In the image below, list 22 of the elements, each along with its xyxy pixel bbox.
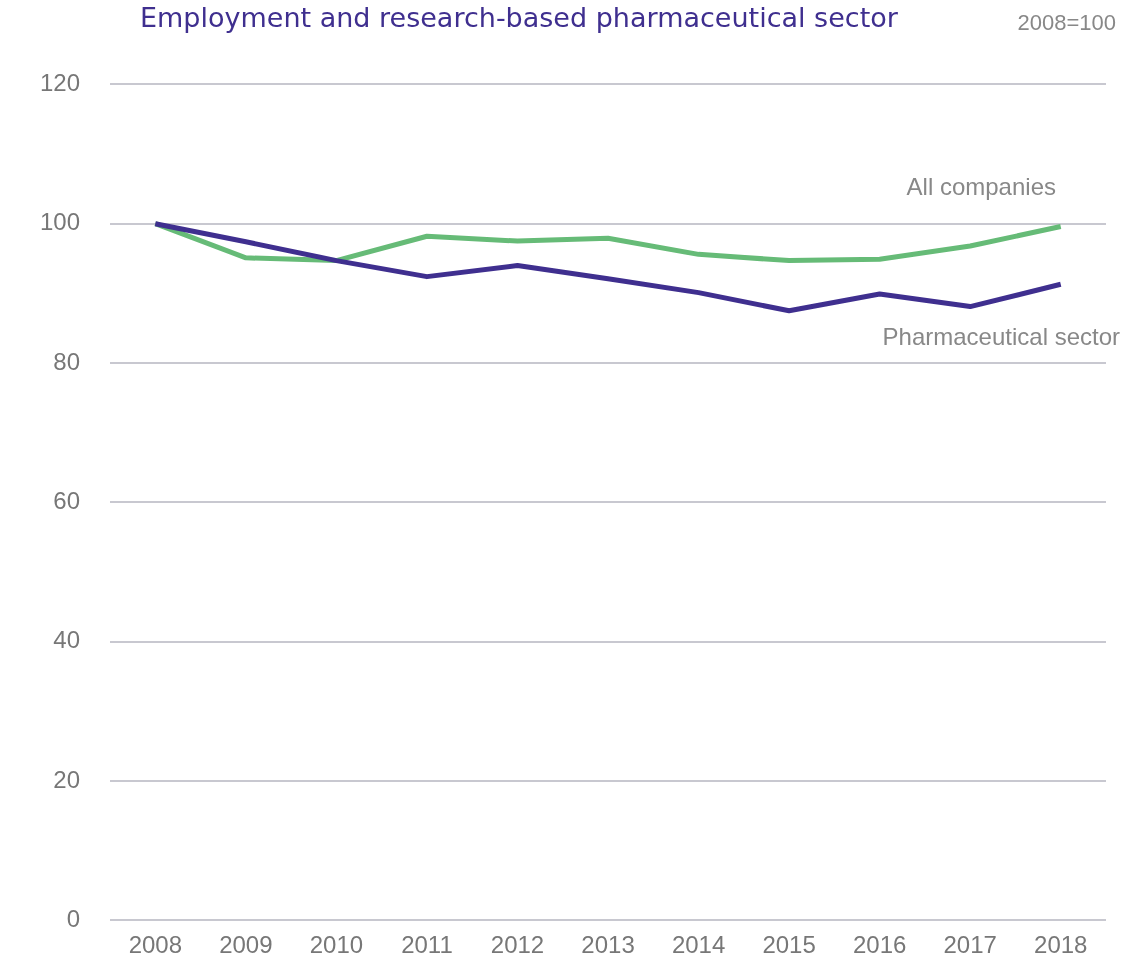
x-tick-label: 2011 <box>401 931 453 959</box>
y-tick-label: 80 <box>53 347 81 375</box>
x-tick-label: 2014 <box>671 931 726 959</box>
y-tick-label: 60 <box>53 486 81 514</box>
y-tick-label: 40 <box>53 626 81 654</box>
series-label: All companies <box>906 173 1056 201</box>
x-tick-label: 2009 <box>219 931 273 959</box>
series-label: Pharmaceutical sector <box>882 322 1120 350</box>
x-tick-label: 2013 <box>581 931 635 959</box>
x-tick-label: 2012 <box>490 931 545 959</box>
y-tick-label: 120 <box>40 69 81 97</box>
chart-subtitle: 2008=100 <box>1017 10 1116 36</box>
x-tick-label: 2018 <box>1034 931 1088 959</box>
y-tick-label: 20 <box>53 765 81 793</box>
y-tick-label: 0 <box>66 904 81 932</box>
chart-title: Employment and research-based pharmaceutical sector <box>140 2 898 33</box>
y-tick-label: 100 <box>40 208 81 236</box>
x-tick-label: 2016 <box>852 931 907 959</box>
x-tick-label: 2015 <box>762 931 816 959</box>
x-tick-label: 2010 <box>309 931 364 959</box>
x-tick-label: 2008 <box>128 931 183 959</box>
x-tick-label: 2017 <box>943 931 997 959</box>
